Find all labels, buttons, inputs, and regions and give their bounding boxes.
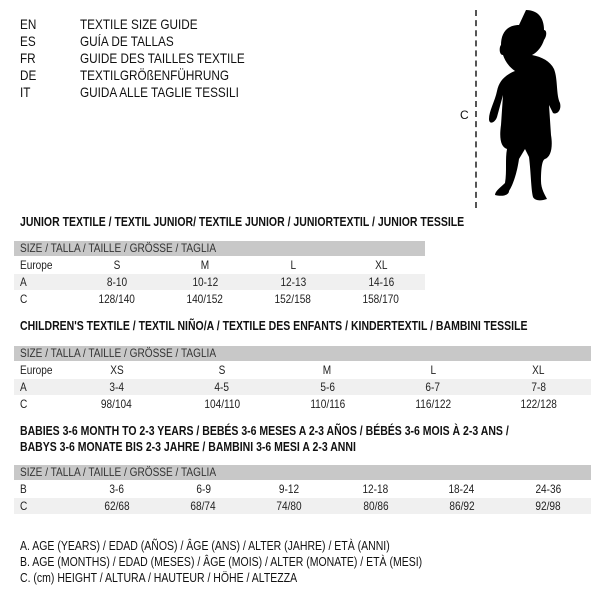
language-code: IT <box>20 84 31 100</box>
language-code: ES <box>20 33 36 49</box>
table-cell: 116/122 <box>415 397 451 411</box>
table-cell: 12-13 <box>280 275 306 289</box>
junior-title: JUNIOR TEXTILE / TEXTIL JUNIOR/ TEXTILE … <box>20 215 465 229</box>
table-cell: 158/170 <box>362 292 400 306</box>
language-code: DE <box>20 67 37 83</box>
table-cell: 62/68 <box>104 499 130 513</box>
table-header: SIZE / TALLA / TAILLE / GRÖSSE / TAGLIA <box>14 465 591 480</box>
table-cell: XL <box>374 258 388 272</box>
legend-c: C. (cm) HEIGHT / ALTURA / HAUTEUR / HÖHE… <box>20 571 298 585</box>
table-cell: 128/140 <box>98 292 136 306</box>
language-code: EN <box>20 16 37 32</box>
row-label: Europe <box>20 363 53 377</box>
table-row: A 8-10 10-12 12-13 14-16 <box>14 274 425 290</box>
table-cell: 8-10 <box>106 275 128 289</box>
table-cell: 80/86 <box>362 499 389 513</box>
legend-a: A. AGE (YEARS) / EDAD (AÑOS) / ÂGE (ANS)… <box>20 539 390 553</box>
table-cell: M <box>200 258 210 272</box>
dashed-height-line <box>475 10 477 208</box>
babies-title-line2: BABYS 3-6 MONATE BIS 2-3 JAHRE / BAMBINI… <box>20 440 356 454</box>
table-cell: 98/104 <box>101 397 133 411</box>
table-cell: 74/80 <box>276 499 303 513</box>
table-row: C 62/68 68/74 74/80 80/86 86/92 92/98 <box>14 498 591 514</box>
table-cell: L <box>290 258 296 272</box>
table-cell: 3-6 <box>109 482 125 496</box>
table-cell: XS <box>109 363 124 377</box>
table-row: C 98/104 104/110 110/116 116/122 122/128 <box>14 396 591 412</box>
row-label: B <box>20 482 27 496</box>
table-cell: 110/116 <box>310 397 345 411</box>
table-cell: 5-6 <box>320 380 335 394</box>
row-label: C <box>20 292 28 306</box>
table-cell: S <box>218 363 226 377</box>
table-cell: 86/92 <box>449 499 475 513</box>
table-cell: 9-12 <box>279 482 300 496</box>
table-cell: L <box>430 363 436 377</box>
table-row: A 3-4 4-5 5-6 6-7 7-8 <box>14 379 591 395</box>
table-cell: 10-12 <box>192 275 218 289</box>
language-guide-title: GUIDE DES TAILLES TEXTILE <box>80 50 245 66</box>
table-row: C 128/140 140/152 152/158 158/170 <box>14 291 425 307</box>
table-header: SIZE / TALLA / TAILLE / GRÖSSE / TAGLIA <box>14 346 591 361</box>
table-cell: S <box>113 258 121 272</box>
table-cell: 6-7 <box>425 380 441 394</box>
table-cell: M <box>323 363 332 377</box>
table-cell: 122/128 <box>520 397 557 411</box>
children-title: CHILDREN'S TEXTILE / TEXTIL NIÑO/A / TEX… <box>20 319 528 333</box>
babies-size-table: SIZE / TALLA / TAILLE / GRÖSSE / TAGLIA B… <box>14 465 591 514</box>
table-cell: 152/158 <box>274 292 312 306</box>
table-cell: 104/110 <box>204 397 240 411</box>
language-guide-title: GUIDA ALLE TAGLIE TESSILI <box>80 84 239 100</box>
table-cell: 7-8 <box>531 380 546 394</box>
height-label: C <box>460 108 469 122</box>
babies-title-line1: BABIES 3-6 MONTH TO 2-3 YEARS / BEBÉS 3-… <box>20 424 509 438</box>
table-cell: 12-18 <box>362 482 389 496</box>
table-row: Europe XS S M L XL <box>14 362 591 378</box>
row-label: C <box>20 397 28 411</box>
legend-b: B. AGE (MONTHS) / EDAD (MESES) / ÂGE (MO… <box>20 555 423 569</box>
language-guide-title: GUÍA DE TALLAS <box>80 33 174 49</box>
table-cell: 6-9 <box>195 482 211 496</box>
table-cell: 24-36 <box>535 482 561 496</box>
language-code: FR <box>20 50 36 66</box>
table-cell: 3-4 <box>109 380 124 394</box>
table-row: Europe S M L XL <box>14 257 425 273</box>
children-size-table: SIZE / TALLA / TAILLE / GRÖSSE / TAGLIA E… <box>14 346 591 412</box>
junior-size-table: SIZE / TALLA / TAILLE / GRÖSSE / TAGLIA E… <box>14 241 425 307</box>
table-cell: 4-5 <box>214 380 230 394</box>
row-label: A <box>20 275 27 289</box>
language-guide-title: TEXTILGRÖßENFÜHRUNG <box>80 67 229 83</box>
table-cell: XL <box>532 363 545 377</box>
row-label: C <box>20 499 28 513</box>
table-cell: 14-16 <box>368 275 394 289</box>
table-row: B 3-6 6-9 9-12 12-18 18-24 24-36 <box>14 481 591 497</box>
table-cell: 92/98 <box>535 499 561 513</box>
row-label: Europe <box>20 258 53 272</box>
row-label: A <box>20 380 27 394</box>
table-cell: 18-24 <box>448 482 475 496</box>
table-cell: 68/74 <box>190 499 216 513</box>
table-header: SIZE / TALLA / TAILLE / GRÖSSE / TAGLIA <box>14 241 425 256</box>
language-guide-title: TEXTILE SIZE GUIDE <box>80 16 198 32</box>
table-cell: 140/152 <box>186 292 224 306</box>
child-silhouette-icon <box>489 10 561 201</box>
